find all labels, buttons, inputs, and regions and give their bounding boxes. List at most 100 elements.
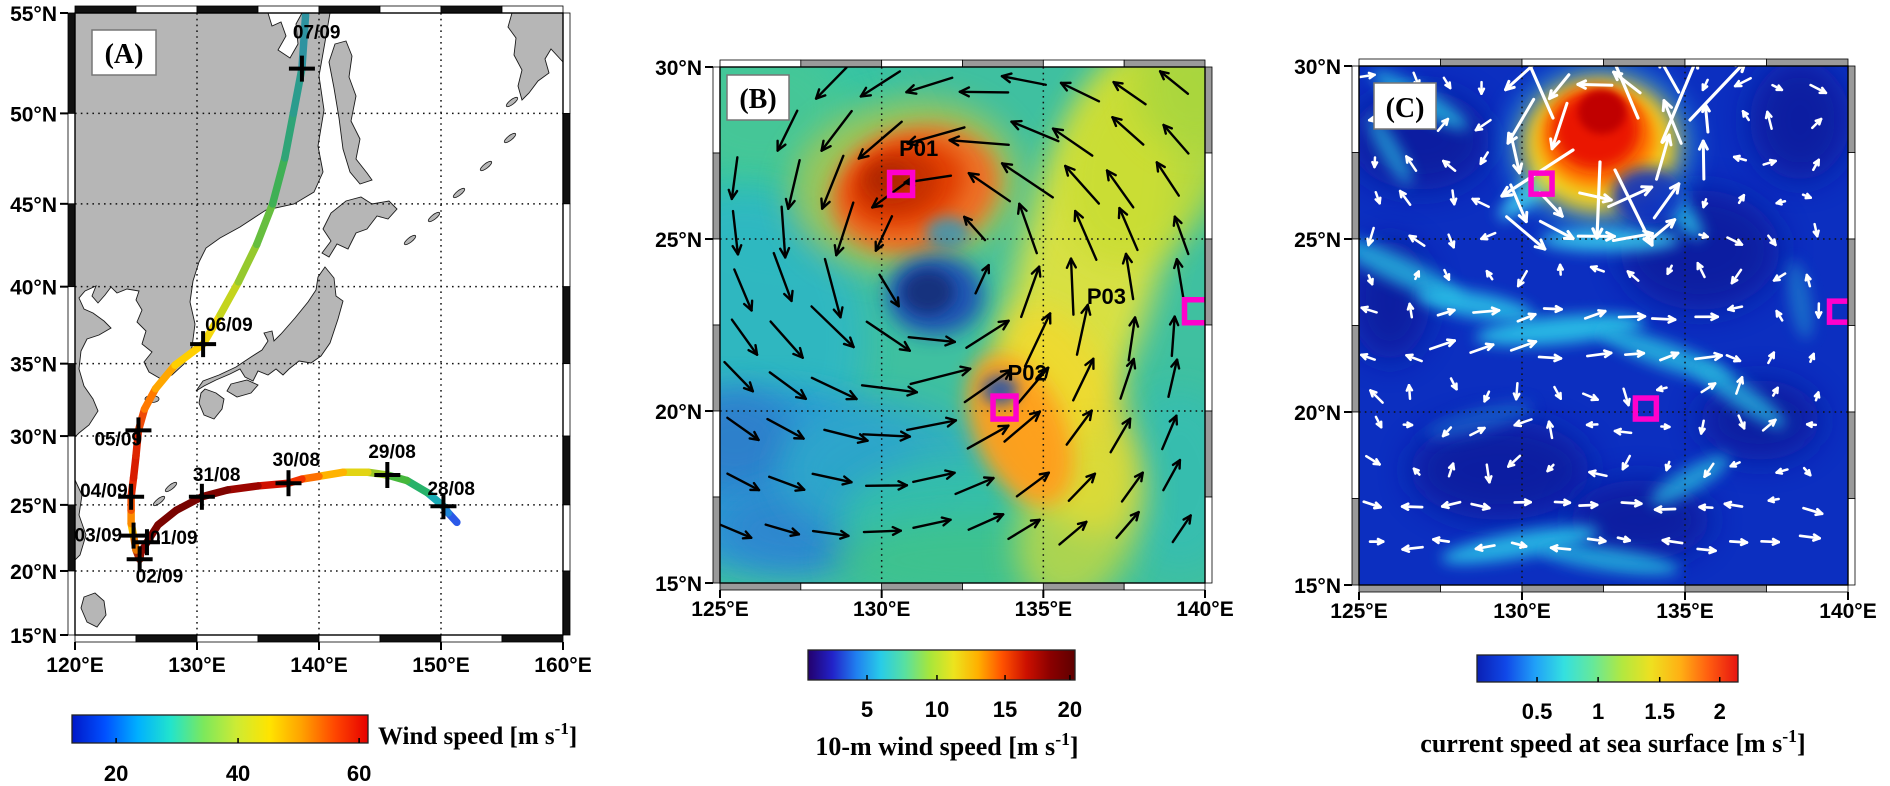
date-cross (133, 529, 160, 556)
date-cross (430, 493, 457, 520)
land-masses (75, 13, 563, 628)
date-cross (288, 55, 315, 82)
panel-letter-box: (C) (1373, 82, 1437, 130)
x-tick-label: 135°E (1015, 598, 1072, 621)
x-tick-label: 130°E (168, 654, 225, 677)
x-tick-label: 125°E (691, 598, 748, 621)
panel-a-typhoon-track-map: 28/08 29/08 30/08 31/08 01/09 02/09 03/09 04/09… (10, 3, 592, 786)
date-cross (275, 470, 302, 497)
x-tick-label: 130°E (1493, 600, 1550, 623)
x-tick-label: 140°E (290, 654, 347, 677)
y-tick-label: 15°N (10, 625, 57, 648)
panel-letter: (C) (1386, 93, 1425, 124)
colorbar-tick-label: 20 (104, 761, 128, 786)
date-cross (188, 483, 215, 510)
y-tick-label: 30°N (655, 57, 702, 80)
x-tick-label: 120°E (46, 654, 103, 677)
axis-tick-labels: 125°E 130°E 135°E 140°E 30°N 25°N 20°N 15°N (1294, 56, 1877, 623)
y-tick-label: 20°N (655, 401, 702, 424)
colorbar-tick-label: 1.5 (1644, 699, 1675, 724)
date-cross (118, 483, 145, 510)
y-tick-label: 55°N (10, 3, 57, 26)
date-label: 02/09 (136, 566, 184, 587)
x-tick-label: 125°E (1330, 600, 1387, 623)
colorbar-gradient (807, 649, 1076, 681)
date-label: 07/09 (293, 23, 341, 44)
axis-tick-labels: 125°E 130°E 135°E 140°E 30°N 25°N 20°N 15°N (655, 57, 1234, 621)
date-label: 28/08 (427, 479, 475, 500)
y-tick-label: 15°N (1294, 575, 1341, 598)
date-cross (374, 461, 401, 488)
panel-letter: (B) (739, 84, 776, 115)
y-tick-label: 50°N (10, 103, 57, 126)
x-tick-label: 160°E (534, 654, 591, 677)
colorbar-tick-label: 0.5 (1522, 699, 1553, 724)
current-field (1359, 66, 1848, 585)
y-tick-label: 25°N (1294, 229, 1341, 252)
date-cross (120, 522, 147, 549)
y-tick-label: 45°N (10, 194, 57, 217)
panel-c-current-speed-map: 125°E 130°E 135°E 140°E 30°N 25°N 20°N 15°N (C) 0… (1294, 56, 1877, 758)
colorbar-tick-label: 60 (347, 761, 371, 786)
y-tick-label: 25°N (655, 229, 702, 252)
x-tick-label: 135°E (1656, 600, 1713, 623)
graticule (1359, 66, 1848, 585)
colorbar-tick-label: 10 (925, 697, 949, 722)
date-label: 05/09 (94, 429, 142, 450)
map-frame (712, 59, 1213, 591)
date-label: 01/09 (150, 528, 198, 549)
y-tick-label: 30°N (10, 426, 57, 449)
station-marker-c1 (1528, 170, 1555, 197)
x-tick-label: 140°E (1176, 598, 1233, 621)
station-label: P02 (1008, 361, 1047, 386)
panel-letter: (A) (105, 39, 144, 70)
colorbar-tick-label: 5 (861, 697, 873, 722)
colorbar-gradient (71, 714, 369, 744)
date-markers: 28/08 29/08 30/08 31/08 01/09 02/09 03/09 04/09… (75, 23, 475, 588)
wind-field (720, 67, 1205, 583)
axis-tick-labels: 120°E 130°E 140°E 150°E 160°E 55°N 50°N 45°N 40°… (10, 3, 592, 677)
y-tick-label: 15°N (655, 573, 702, 596)
station-label: P01 (899, 136, 938, 161)
graticule (720, 67, 1205, 583)
date-label: 30/08 (273, 450, 321, 471)
date-cross (126, 546, 153, 573)
y-tick-label: 40°N (10, 277, 57, 300)
colorbar-title: Wind speed [m s-1] (378, 719, 577, 750)
y-tick-label: 20°N (10, 561, 57, 584)
current-vector-arrows (1359, 66, 1828, 555)
date-cross (190, 331, 217, 358)
panel-b-wind-speed-map: P01 P02 P03 125°E 130°E 135°E 140°E 30°N 25°N 20°… (655, 57, 1234, 761)
y-tick-label: 35°N (10, 354, 57, 377)
date-label: 03/09 (75, 526, 123, 547)
date-label: 04/09 (80, 481, 128, 502)
x-tick-label: 150°E (412, 654, 469, 677)
station-marker-c2 (1632, 395, 1660, 422)
colorbar-tick-label: 15 (993, 697, 1017, 722)
y-tick-label: 25°N (10, 495, 57, 518)
x-tick-label: 140°E (1819, 600, 1876, 623)
colorbar-tick-label: 20 (1058, 697, 1082, 722)
panel-letter-box: (B) (726, 74, 790, 121)
station-label: P03 (1087, 284, 1126, 309)
date-label: 29/08 (368, 442, 416, 463)
x-tick-label: 130°E (853, 598, 910, 621)
stations-b: P01 P02 P03 (886, 136, 1211, 422)
colorbar-tick-label: 1 (1592, 699, 1604, 724)
date-label: 31/08 (193, 465, 241, 486)
date-cross (125, 417, 152, 444)
station-marker-p02 (990, 393, 1019, 422)
colorbar-b: 5 10 15 20 (807, 649, 1082, 722)
panel-letter-box: (A) (91, 29, 157, 76)
map-frame (1351, 58, 1856, 593)
colorbar-title: 10-m wind speed [m s-1] (815, 729, 1078, 761)
colorbar-a: 20 40 60 (71, 714, 371, 786)
date-label: 06/09 (205, 315, 253, 336)
colorbar-tick-label: 2 (1714, 699, 1726, 724)
colorbar-tick-label: 40 (226, 761, 250, 786)
graticule (75, 13, 563, 635)
map-frame (67, 5, 571, 643)
y-tick-label: 30°N (1294, 56, 1341, 79)
